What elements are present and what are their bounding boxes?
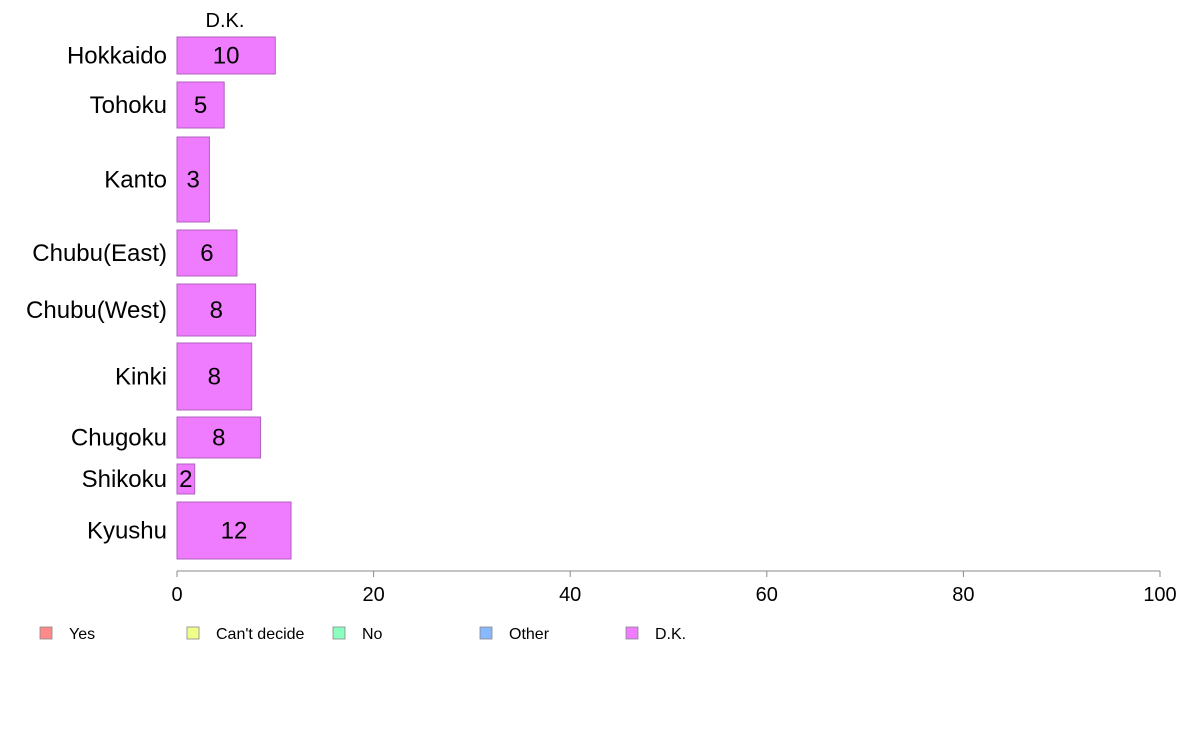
category-label: Kanto bbox=[104, 167, 167, 194]
legend-label: D.K. bbox=[655, 626, 686, 643]
column-title: D.K. bbox=[206, 10, 245, 32]
category-label: Hokkaido bbox=[67, 43, 167, 70]
x-tick-label: 100 bbox=[1143, 584, 1176, 606]
legend-swatch bbox=[479, 626, 493, 640]
category-label: Chugoku bbox=[71, 425, 167, 452]
category-label: Kinki bbox=[115, 364, 167, 391]
bar-value-label: 3 bbox=[187, 167, 200, 194]
category-label: Chubu(West) bbox=[26, 297, 167, 324]
legend-swatch bbox=[332, 626, 346, 640]
x-tick-label: 40 bbox=[559, 584, 581, 606]
bars-layer: Hokkaido 10 Tohoku 5 Kanto 3 Chubu(East) 6 Chubu… bbox=[26, 36, 292, 560]
x-axis: 0 20 40 60 80 100 bbox=[171, 570, 1177, 606]
x-tick-label: 80 bbox=[952, 584, 974, 606]
bar-value-label: 6 bbox=[200, 240, 213, 267]
bar-value-label: 8 bbox=[210, 297, 223, 324]
bar bbox=[176, 342, 253, 411]
legend-swatch bbox=[39, 626, 53, 640]
legend-label: Other bbox=[509, 626, 550, 643]
category-label: Tohoku bbox=[90, 92, 167, 119]
bar bbox=[176, 463, 196, 495]
bar-value-label: 10 bbox=[213, 43, 240, 70]
bar bbox=[176, 283, 257, 337]
category-label: Kyushu bbox=[87, 518, 167, 545]
x-tick-label: 20 bbox=[362, 584, 384, 606]
bar-value-label: 8 bbox=[212, 425, 225, 452]
bar-value-label: 5 bbox=[194, 92, 207, 119]
bar bbox=[176, 501, 292, 560]
bar-value-label: 2 bbox=[179, 466, 192, 493]
bar bbox=[176, 229, 238, 277]
bar-value-label: 8 bbox=[208, 364, 221, 391]
category-label: Chubu(East) bbox=[32, 240, 167, 267]
bar bbox=[176, 136, 210, 223]
bar bbox=[176, 36, 276, 75]
x-tick-label: 0 bbox=[171, 584, 182, 606]
legend-label: Yes bbox=[69, 626, 95, 643]
legend-swatch bbox=[625, 626, 639, 640]
legend-label: Can't decide bbox=[216, 626, 305, 643]
bar bbox=[176, 81, 225, 129]
bar-value-label: 12 bbox=[221, 518, 248, 545]
legend-label: No bbox=[362, 626, 383, 643]
category-label: Shikoku bbox=[82, 466, 167, 493]
x-tick-label: 60 bbox=[756, 584, 778, 606]
bar bbox=[176, 416, 262, 459]
legend-swatch bbox=[186, 626, 200, 640]
legend: Yes Can't decide No Other D.K. bbox=[39, 626, 686, 643]
